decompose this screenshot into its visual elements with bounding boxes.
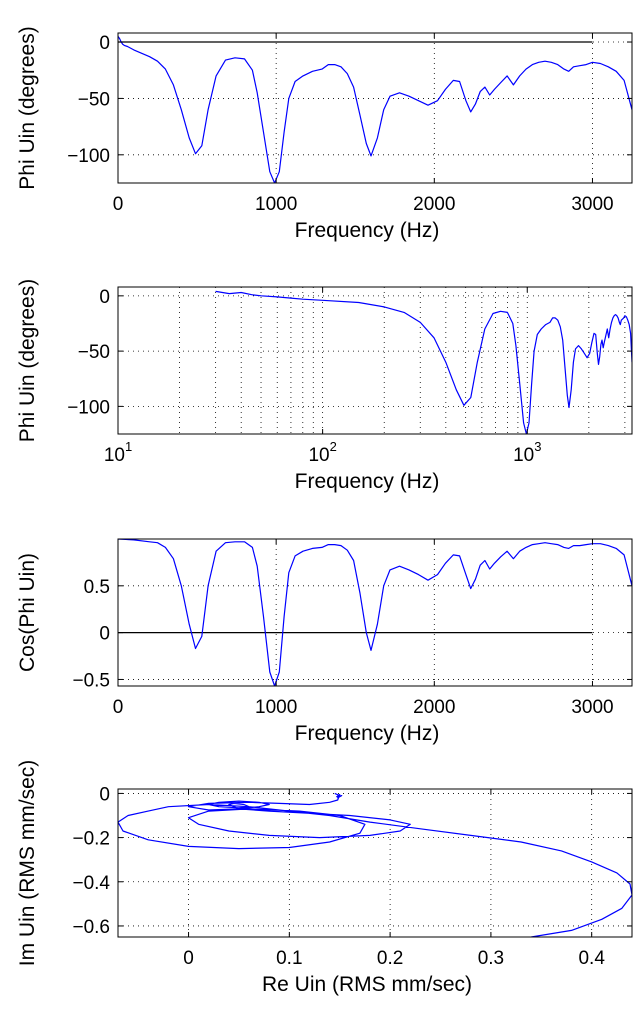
y-axis-label: Phi Uin (degrees) xyxy=(16,279,39,442)
x-tick-label: 1000 xyxy=(255,697,297,718)
y-tick-label: 0 xyxy=(99,33,110,54)
data-line-1 xyxy=(215,290,632,434)
x-tick-label: 0 xyxy=(183,948,194,969)
y-tick-label: 0.5 xyxy=(84,577,110,598)
y-tick-label: −0.4 xyxy=(72,873,110,894)
y-tick-label: −0.2 xyxy=(72,829,110,850)
x-tick-label: 0.2 xyxy=(377,948,403,969)
data-line-1 xyxy=(118,792,632,937)
x-tick-label: 2000 xyxy=(413,697,455,718)
x-axis-label: Frequency (Hz) xyxy=(295,470,440,493)
y-axis-label: Cos(Phi Uin) xyxy=(16,553,39,672)
x-axis-label: Frequency (Hz) xyxy=(295,722,440,745)
axes-box xyxy=(117,286,633,435)
data-line-1 xyxy=(118,539,632,686)
x-tick-label: 0.4 xyxy=(578,948,605,969)
series-group xyxy=(118,539,632,686)
chart-panel-2: 101 102 103 0 −50 −100 Frequency (Hz) Phi Uin (… xyxy=(16,279,633,493)
series-group xyxy=(118,36,632,183)
axes-box xyxy=(117,32,633,184)
x-tick-label: 3000 xyxy=(571,194,613,215)
y-tick-label: −0.5 xyxy=(72,670,110,691)
series-group xyxy=(215,290,632,434)
x-tick-label: 0 xyxy=(113,194,124,215)
y-tick-label: −50 xyxy=(78,342,110,363)
y-axis-label: Phi Uin (degrees) xyxy=(16,26,39,189)
y-tick-label: 0 xyxy=(99,287,110,308)
y-tick-label: 0 xyxy=(99,784,110,805)
x-axis-label: Re Uin (RMS mm/sec) xyxy=(262,973,472,996)
x-tick-label: 101 xyxy=(104,439,132,466)
x-tick-label: 0.1 xyxy=(276,948,302,969)
y-tick-label: −0.6 xyxy=(72,917,110,938)
data-line-1 xyxy=(118,36,632,183)
y-axis-label: Im Uin (RMS mm/sec) xyxy=(16,760,39,967)
x-tick-label: 2000 xyxy=(413,194,455,215)
y-tick-label: −50 xyxy=(78,89,110,110)
x-tick-label: 103 xyxy=(513,439,541,466)
x-axis-label: Frequency (Hz) xyxy=(295,219,440,242)
chart-panel-4: 0 0.1 0.2 0.3 0.4 0 −0.2 −0.4 −0.6 Re Uin (RMS mm… xyxy=(16,760,633,996)
chart-panel-1: 0 1000 2000 3000 0 −50 −100 Frequency (Hz) Phi U… xyxy=(16,26,633,242)
x-tick-label: 3000 xyxy=(571,697,613,718)
x-tick-label: 1000 xyxy=(255,194,297,215)
y-tick-label: 0 xyxy=(99,624,110,645)
x-tick-label: 102 xyxy=(308,439,336,466)
axes-box xyxy=(117,538,633,687)
y-tick-label: −100 xyxy=(67,397,110,418)
x-tick-label: 0 xyxy=(113,697,124,718)
y-tick-label: −100 xyxy=(67,146,110,167)
x-tick-label: 0.3 xyxy=(478,948,504,969)
axes-box xyxy=(117,788,633,938)
series-group xyxy=(118,792,632,937)
